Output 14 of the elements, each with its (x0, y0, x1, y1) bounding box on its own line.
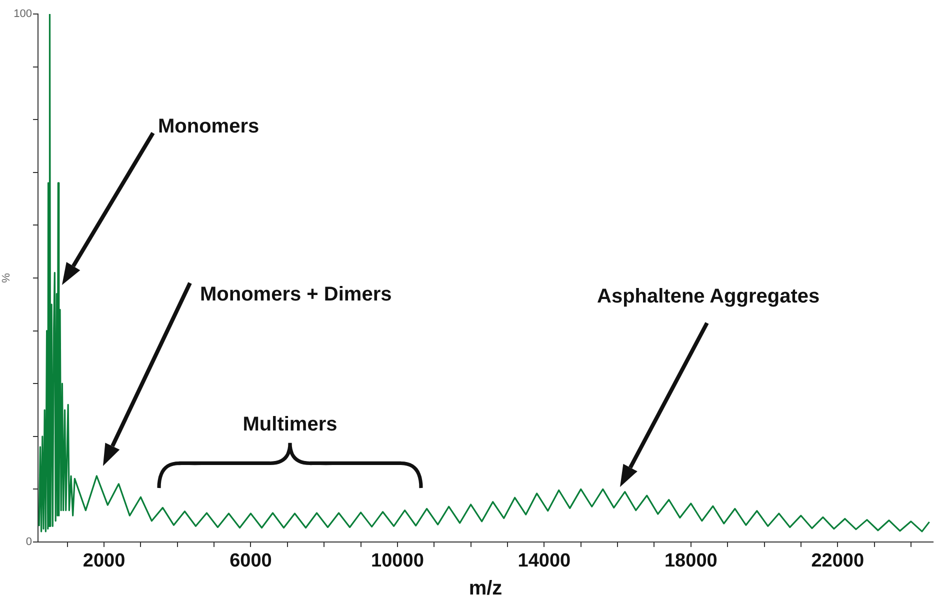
x-tick-label: 6000 (230, 550, 272, 572)
x-tick-label: 14000 (518, 550, 571, 572)
annotation: Multimers (242, 414, 338, 436)
annotation: Monomers (158, 116, 260, 138)
annotation: Monomers + Dimers (200, 284, 392, 306)
y-axis-title: % (0, 272, 13, 283)
x-tick-label: 2000 (82, 550, 126, 572)
x-tick-label: 10000 (371, 550, 424, 572)
x-tick-label: 18000 (664, 550, 718, 572)
x-axis-title: m/z (468, 578, 502, 600)
y-tick-label: 100 (14, 8, 32, 20)
y-tick-label: 0 (26, 536, 32, 548)
x-tick-label: 22000 (811, 550, 864, 572)
annotation: Asphaltene Aggregates (597, 286, 820, 308)
